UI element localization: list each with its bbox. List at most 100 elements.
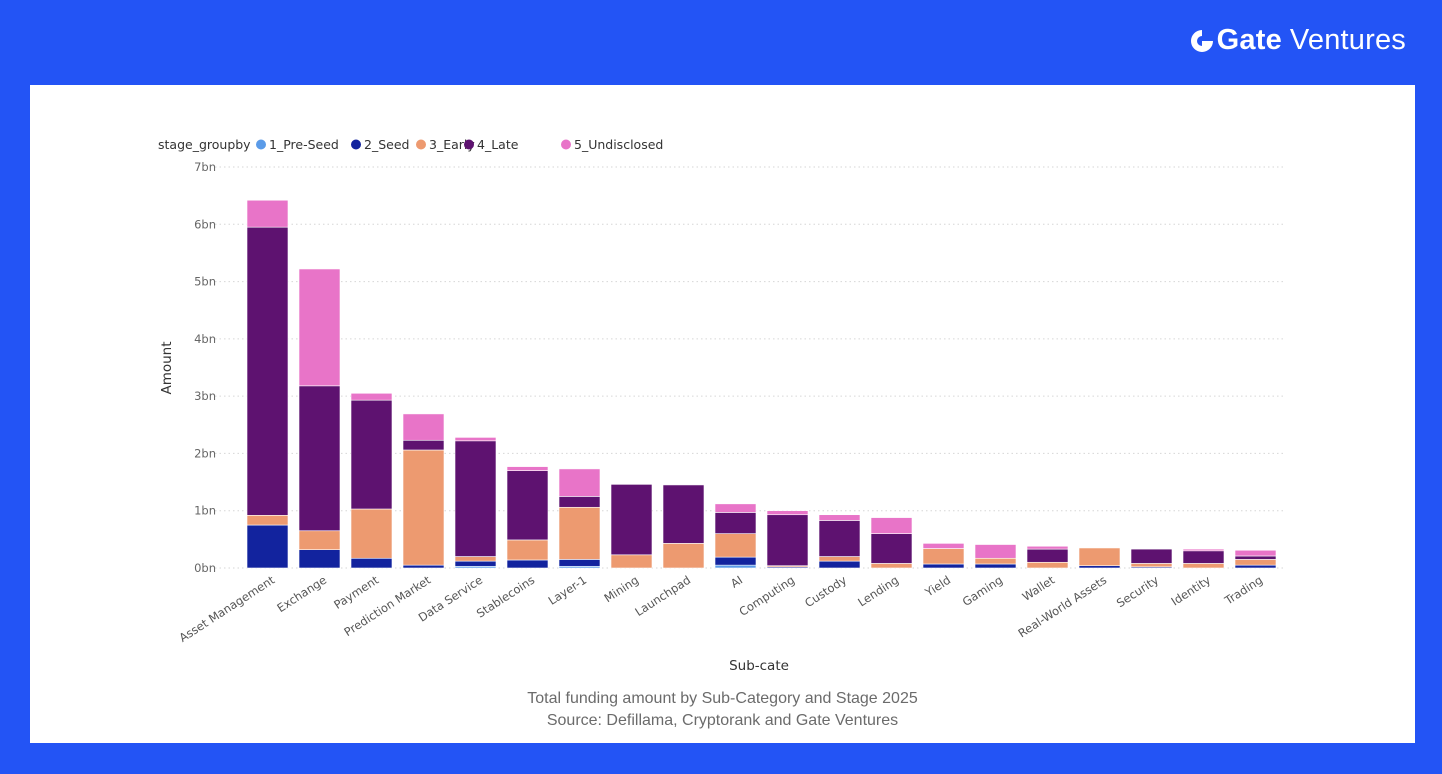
bar-segment-2-seed[interactable] [454, 560, 497, 567]
bar-segment-3-early[interactable] [454, 556, 497, 562]
bar-segment-3-early[interactable] [246, 514, 289, 526]
bar-segment-2-seed[interactable] [1078, 565, 1121, 569]
bar-segment-3-early[interactable] [1130, 563, 1173, 568]
bar-segment-2-seed[interactable] [818, 560, 861, 569]
bar-segment-4-late[interactable] [506, 470, 549, 541]
bar-segment-2-seed[interactable] [246, 524, 289, 569]
bar-group-custody[interactable] [818, 514, 861, 569]
bar-segment-5-undisclosed[interactable] [558, 468, 601, 497]
bar-group-asset-management[interactable] [246, 199, 289, 569]
bar-segment-4-late[interactable] [610, 484, 653, 556]
bar-group-computing[interactable] [766, 510, 809, 569]
bar-segment-5-undisclosed[interactable] [454, 437, 497, 442]
legend-label[interactable]: 4_Late [477, 137, 519, 152]
bar-segment-5-undisclosed[interactable] [402, 413, 445, 441]
bar-segment-5-undisclosed[interactable] [506, 466, 549, 471]
bar-group-security[interactable] [1130, 548, 1173, 569]
bar-segment-2-seed[interactable] [714, 556, 757, 566]
bar-group-data-service[interactable] [454, 437, 497, 569]
bar-segment-4-late[interactable] [1026, 548, 1069, 563]
bar-segment-4-late[interactable] [402, 439, 445, 451]
bar-segment-4-late[interactable] [246, 226, 289, 516]
bar-segment-3-early[interactable] [558, 506, 601, 560]
bar-segment-3-early[interactable] [1026, 561, 1069, 569]
bar-segment-5-undisclosed[interactable] [818, 514, 861, 521]
bar-group-wallet[interactable] [1026, 545, 1069, 569]
bar-group-lending[interactable] [870, 517, 913, 569]
bar-segment-2-seed[interactable] [922, 563, 965, 569]
legend-label[interactable]: 5_Undisclosed [574, 137, 663, 152]
bar-group-yield[interactable] [922, 543, 965, 569]
bar-segment-4-late[interactable] [766, 514, 809, 567]
bar-segment-5-undisclosed[interactable] [974, 544, 1017, 559]
bar-segment-5-undisclosed[interactable] [922, 543, 965, 549]
bar-segment-4-late[interactable] [818, 520, 861, 557]
legend-label[interactable]: 3_Early [429, 137, 475, 152]
bar-segment-3-early[interactable] [870, 563, 913, 569]
bar-segment-2-seed[interactable] [506, 559, 549, 569]
bar-segment-3-early[interactable] [1078, 547, 1121, 567]
bar-segment-5-undisclosed[interactable] [1026, 545, 1069, 550]
bar-segment-1-pre-seed[interactable] [714, 564, 757, 569]
bar-group-identity[interactable] [1182, 548, 1225, 569]
bar-segment-3-early[interactable] [350, 508, 393, 559]
legend: stage_groupby 1_Pre-Seed 2_Seed 3_Early 4_L… [158, 137, 663, 152]
bar-group-exchange[interactable] [298, 268, 341, 569]
x-tick-label: Trading [1221, 573, 1265, 608]
bar-group-ai[interactable] [714, 503, 757, 569]
bar-segment-3-early[interactable] [402, 449, 445, 566]
bar-group-stablecoins[interactable] [506, 466, 549, 569]
bar-group-gaming[interactable] [974, 544, 1017, 569]
bar-segment-3-early[interactable] [506, 539, 549, 561]
legend-marker-1-pre-seed[interactable] [256, 139, 266, 150]
bar-segment-2-seed[interactable] [402, 564, 445, 569]
bar-segment-5-undisclosed[interactable] [1234, 549, 1277, 557]
legend-label[interactable]: 2_Seed [364, 137, 409, 152]
bar-group-prediction-market[interactable] [402, 413, 445, 569]
bar-group-launchpad[interactable] [662, 484, 705, 569]
bar-segment-2-seed[interactable] [974, 563, 1017, 569]
bar-segment-3-early[interactable] [662, 543, 705, 569]
bar-segment-3-early[interactable] [714, 533, 757, 558]
bar-segment-5-undisclosed[interactable] [246, 199, 289, 228]
bar-group-payment[interactable] [350, 392, 393, 569]
bar-segment-3-early[interactable] [1234, 559, 1277, 566]
legend-label[interactable]: 1_Pre-Seed [269, 137, 339, 152]
stacked-bar-chart: stage_groupby 1_Pre-Seed 2_Seed 3_Early 4_L… [158, 137, 1285, 674]
bar-segment-4-late[interactable] [350, 399, 393, 510]
legend-marker-4-late[interactable] [464, 139, 474, 150]
bar-group-mining[interactable] [610, 484, 653, 569]
bar-segment-4-late[interactable] [662, 484, 705, 544]
bar-segment-2-seed[interactable] [558, 559, 601, 567]
bar-segment-3-early[interactable] [610, 554, 653, 569]
bar-segment-5-undisclosed[interactable] [1182, 548, 1225, 552]
legend-marker-3-early[interactable] [416, 139, 426, 150]
bar-segment-4-late[interactable] [454, 440, 497, 557]
legend-marker-2-seed[interactable] [351, 139, 361, 150]
bar-segment-5-undisclosed[interactable] [870, 517, 913, 534]
bar-segment-2-seed[interactable] [350, 557, 393, 569]
legend-marker-5-undisclosed[interactable] [561, 139, 571, 150]
bar-segment-5-undisclosed[interactable] [714, 503, 757, 513]
bar-segment-4-late[interactable] [558, 496, 601, 508]
bar-segment-3-early[interactable] [298, 530, 341, 550]
brand-logo: Gate Ventures [1189, 24, 1406, 57]
bar-segment-3-early[interactable] [974, 557, 1017, 565]
bar-segment-3-early[interactable] [818, 556, 861, 562]
bar-group-real-world-assets[interactable] [1078, 547, 1121, 569]
bar-segment-5-undisclosed[interactable] [298, 268, 341, 387]
bar-segment-4-late[interactable] [1182, 550, 1225, 564]
bar-segment-4-late[interactable] [870, 533, 913, 564]
bar-segment-3-early[interactable] [922, 548, 965, 565]
bar-segment-5-undisclosed[interactable] [766, 510, 809, 516]
bar-segment-4-late[interactable] [714, 512, 757, 534]
bar-segment-4-late[interactable] [1130, 548, 1173, 564]
bar-segment-3-early[interactable] [1182, 563, 1225, 569]
bar-segment-4-late[interactable] [1234, 555, 1277, 560]
bar-segment-4-late[interactable] [298, 385, 341, 532]
bar-group-layer-1[interactable] [558, 468, 601, 569]
bar-segment-5-undisclosed[interactable] [350, 392, 393, 401]
bar-group-trading[interactable] [1234, 549, 1277, 569]
bar-segment-2-seed[interactable] [1234, 564, 1277, 569]
bar-segment-2-seed[interactable] [298, 549, 341, 569]
